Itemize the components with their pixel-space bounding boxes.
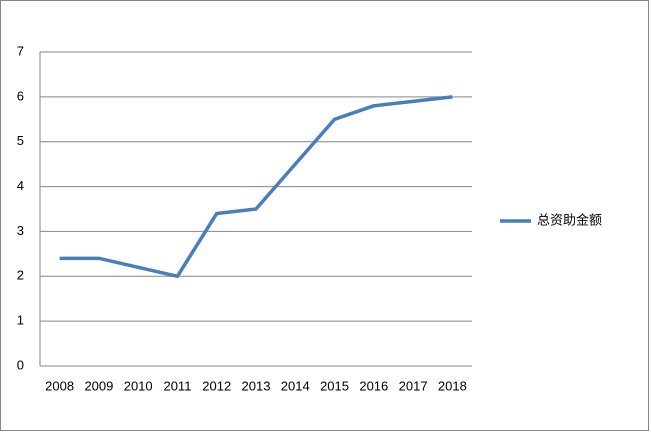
y-tick-label: 6 <box>17 88 24 103</box>
x-tick-label: 2009 <box>84 378 113 393</box>
x-tick-label: 2013 <box>242 378 271 393</box>
y-tick-label: 3 <box>17 223 24 238</box>
x-tick-label: 2012 <box>202 378 231 393</box>
y-tick-label: 5 <box>17 133 24 148</box>
y-tick-label: 2 <box>17 268 24 283</box>
series-line <box>59 95 453 279</box>
y-tick-label: 4 <box>17 178 24 193</box>
y-tick-label: 1 <box>17 313 24 328</box>
x-tick-label: 2017 <box>399 378 428 393</box>
x-tick-label: 2011 <box>163 378 191 393</box>
x-tick-label: 2016 <box>359 378 388 393</box>
legend-label: 总资助金额 <box>537 212 602 227</box>
x-tick-label: 2014 <box>281 378 310 393</box>
y-tick-label: 0 <box>17 357 24 372</box>
x-tick-label: 2010 <box>124 378 153 393</box>
y-tick-label: 7 <box>17 43 24 58</box>
x-tick-label: 2018 <box>438 378 467 393</box>
x-tick-label: 2015 <box>320 378 349 393</box>
x-tick-label: 2008 <box>45 378 74 393</box>
